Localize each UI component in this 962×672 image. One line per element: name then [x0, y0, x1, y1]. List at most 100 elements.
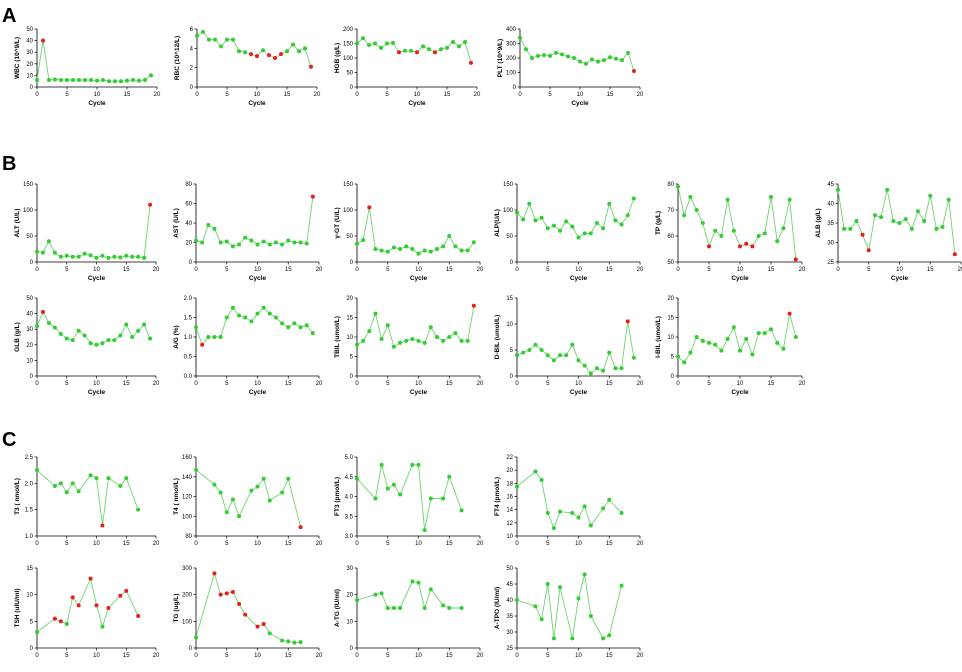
x-tick-label: 10: [254, 541, 261, 547]
y-tick-label: 80: [667, 182, 674, 188]
data-point: [385, 41, 389, 46]
y-tick-label: 30: [827, 241, 834, 247]
data-point: [769, 195, 773, 199]
data-point: [891, 219, 896, 224]
data-point: [410, 247, 415, 251]
x-tick-label: 20: [799, 381, 806, 387]
data-point: [76, 489, 81, 494]
data-point: [582, 572, 587, 577]
x-axis-title: Cycle: [570, 389, 588, 396]
x-tick-label: 20: [637, 541, 644, 547]
y-tick-label: 50: [26, 27, 33, 33]
data-point: [588, 371, 593, 376]
data-point: [124, 253, 129, 258]
y-tick-label: 70: [667, 208, 674, 214]
abnormal-point: [218, 592, 223, 597]
data-point: [558, 353, 563, 358]
data-point: [218, 335, 223, 339]
x-tick-label: 10: [254, 653, 261, 659]
x-tick-label: 15: [607, 92, 614, 98]
x-tick-label: 15: [446, 541, 453, 547]
data-point: [292, 640, 297, 645]
data-point: [361, 338, 366, 343]
chart-wbc: 0 10 20 30 40 50 0 5 10 15 20 Cycle WBC (10^9/L): [13, 27, 161, 107]
data-point: [100, 624, 105, 629]
y-tick-label: 150: [343, 182, 354, 188]
x-tick-label: 5: [707, 267, 711, 273]
abnormal-point: [298, 525, 303, 530]
y-tick-label: 25: [506, 646, 513, 652]
data-point: [422, 248, 427, 253]
y-tick-label: 22: [506, 455, 513, 461]
x-tick-label: 15: [768, 267, 775, 273]
data-point: [427, 47, 431, 52]
x-tick-label: 10: [415, 653, 422, 659]
x-tick-label: 20: [477, 653, 484, 659]
chart-ag: 0.0 0.5 1.0 1.5 2.0 0 5 10 15 20 Cycle A/G (%): [173, 296, 323, 396]
y-tick-label: 0: [30, 85, 34, 91]
x-tick-label: 10: [896, 267, 903, 273]
data-point: [194, 238, 198, 243]
y-tick-label: 5: [30, 619, 34, 625]
chart-tbil: 0 5 10 15 20 0 5 10 15 20 Cycle TBIL (umol/L): [334, 296, 484, 396]
x-tick-label: 10: [254, 267, 261, 273]
data-point: [225, 37, 229, 42]
x-tick-label: 5: [225, 541, 229, 547]
y-tick-label: 10: [26, 593, 33, 599]
y-axis-title: AST (U/L): [173, 208, 180, 238]
y-axis-title: ALP(U/L): [494, 209, 501, 237]
data-point: [35, 630, 39, 634]
data-point: [200, 240, 205, 245]
x-tick-label: 0: [194, 381, 198, 387]
chart-ft4: 10 12 14 16 18 20 22 0 5 10 15 20 FT4 (pmol/L): [494, 455, 644, 547]
x-tick-label: 20: [637, 92, 644, 98]
data-point: [545, 510, 550, 515]
data-point: [46, 239, 51, 244]
x-tick-label: 10: [94, 92, 101, 98]
data-point: [273, 240, 278, 245]
data-point: [744, 336, 749, 341]
y-tick-label: 10: [346, 619, 353, 625]
data-point: [676, 354, 680, 359]
y-tick-label: 20: [26, 62, 33, 68]
y-tick-label: 15: [667, 316, 674, 322]
data-point: [731, 228, 736, 233]
data-point: [588, 523, 593, 528]
data-point: [410, 462, 415, 467]
abnormal-point: [310, 194, 315, 199]
data-point: [410, 336, 415, 341]
y-tick-label: 0: [189, 260, 193, 266]
y-tick-label: 100: [23, 208, 34, 214]
y-tick-label: 2.0: [184, 296, 193, 302]
y-tick-label: 16: [506, 495, 513, 501]
abnormal-point: [632, 69, 636, 74]
y-tick-label: 20: [506, 468, 513, 474]
x-tick-label: 0: [195, 92, 199, 98]
data-point: [385, 323, 390, 328]
y-tick-label: 10: [667, 335, 674, 341]
data-point: [558, 585, 563, 590]
data-point: [447, 474, 452, 479]
data-point: [545, 226, 550, 231]
data-point: [928, 193, 933, 198]
data-point: [848, 226, 853, 231]
data-point: [536, 53, 540, 58]
data-point: [355, 598, 359, 602]
abnormal-point: [261, 622, 266, 626]
data-point: [398, 492, 403, 497]
data-point: [224, 510, 229, 515]
chart-tsh: 0 5 10 15 0 5 10 15 20 TSH (uIU/ml): [14, 566, 160, 659]
x-tick-label: 5: [707, 381, 711, 387]
series-line: [356, 464, 463, 531]
x-tick-label: 5: [225, 267, 229, 273]
data-point: [903, 217, 908, 222]
x-tick-label: 15: [123, 267, 130, 273]
y-tick-label: 5.0: [345, 455, 354, 461]
data-point: [607, 350, 612, 355]
y-tick-label: 80: [185, 534, 192, 540]
data-point: [590, 57, 594, 62]
data-point: [94, 342, 99, 347]
x-tick-label: 0: [35, 381, 39, 387]
chart-ft3: 3.0 3.5 4.0 4.5 5.0 0 5 10 15 20 FT3 (pmol/L): [334, 455, 484, 547]
